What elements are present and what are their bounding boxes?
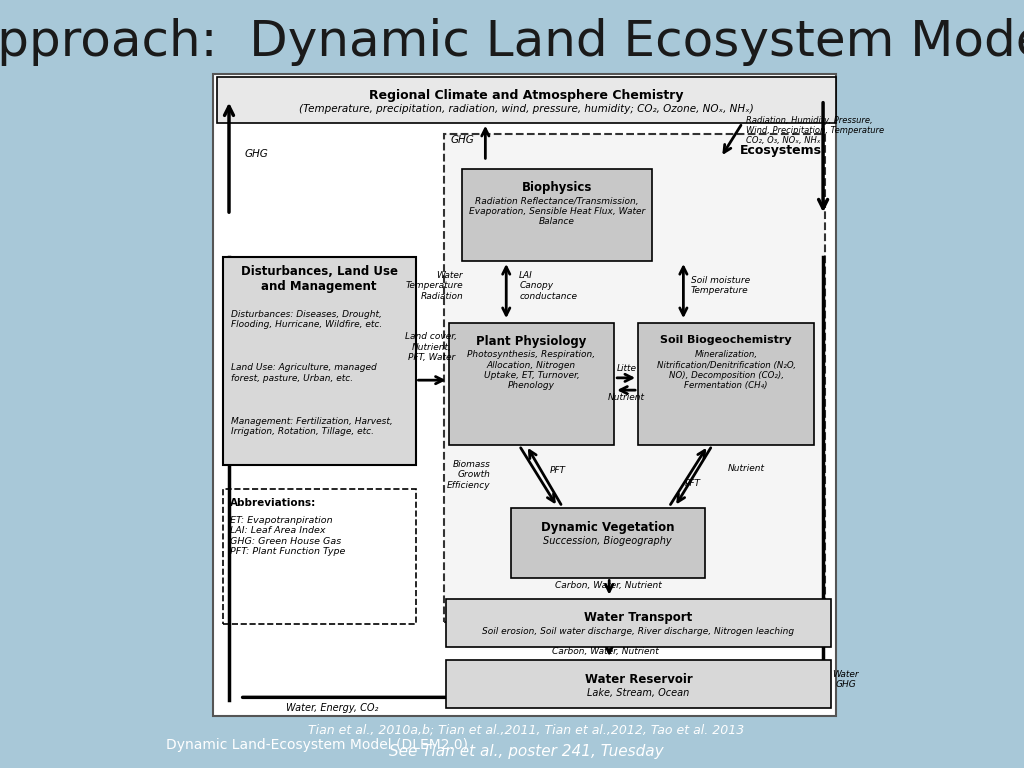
FancyBboxPatch shape xyxy=(449,323,614,445)
Text: GHG: GHG xyxy=(244,148,268,159)
Text: Land Use: Agriculture, managed
forest, pasture, Urban, etc.: Land Use: Agriculture, managed forest, p… xyxy=(231,363,377,382)
FancyBboxPatch shape xyxy=(213,74,836,716)
Text: Photosynthesis, Respiration,
Allocation, Nitrogen
Uptake, ET, Turnover,
Phenolog: Photosynthesis, Respiration, Allocation,… xyxy=(467,350,596,390)
Text: Water Reservoir: Water Reservoir xyxy=(585,673,692,686)
Text: LAI
Canopy
conductance: LAI Canopy conductance xyxy=(519,271,578,300)
FancyBboxPatch shape xyxy=(638,323,814,445)
Text: Regional Climate and Atmosphere Chemistry: Regional Climate and Atmosphere Chemistr… xyxy=(370,89,684,102)
Text: Radiation, Humidity, Pressure,
Wind, Precipitation, Temperature
CO₂, O₃, NOₓ, NH: Radiation, Humidity, Pressure, Wind, Pre… xyxy=(746,116,884,145)
Text: Carbon, Water, Nutrient: Carbon, Water, Nutrient xyxy=(555,581,662,591)
Text: Radiation Reflectance/Transmission,
Evaporation, Sensible Heat Flux, Water
Balan: Radiation Reflectance/Transmission, Evap… xyxy=(469,197,645,227)
Text: Succession, Biogeography: Succession, Biogeography xyxy=(544,536,672,546)
Text: Lake, Stream, Ocean: Lake, Stream, Ocean xyxy=(587,688,689,698)
Text: Land cover,
Nutrient,
PFT, Water: Land cover, Nutrient, PFT, Water xyxy=(406,333,458,362)
Text: Soil Biogeochemistry: Soil Biogeochemistry xyxy=(660,335,792,345)
Text: GHG: GHG xyxy=(451,134,474,145)
FancyBboxPatch shape xyxy=(445,660,831,708)
FancyBboxPatch shape xyxy=(222,489,416,624)
Text: See Tian et al., poster 241, Tuesday: See Tian et al., poster 241, Tuesday xyxy=(389,743,664,759)
FancyBboxPatch shape xyxy=(217,77,836,123)
Text: Biophysics: Biophysics xyxy=(522,181,592,194)
Text: (Temperature, precipitation, radiation, wind, pressure, humidity; CO₂, Ozone, NO: (Temperature, precipitation, radiation, … xyxy=(299,104,754,114)
FancyBboxPatch shape xyxy=(511,508,705,578)
Text: Water Transport: Water Transport xyxy=(585,611,692,624)
Text: Litte: Litte xyxy=(616,364,637,373)
Text: Disturbances: Diseases, Drought,
Flooding, Hurricane, Wildfire, etc.: Disturbances: Diseases, Drought, Floodin… xyxy=(231,310,382,329)
FancyBboxPatch shape xyxy=(222,257,416,465)
Text: Biomass
Growth
Efficiency: Biomass Growth Efficiency xyxy=(446,460,490,489)
Text: Ecosystems: Ecosystems xyxy=(739,144,821,157)
Text: PFT: PFT xyxy=(685,479,700,488)
FancyBboxPatch shape xyxy=(445,599,831,647)
Text: Soil moisture
Temperature: Soil moisture Temperature xyxy=(690,276,750,296)
Text: PFT: PFT xyxy=(550,465,566,475)
Text: Nutrient: Nutrient xyxy=(608,392,645,402)
Text: Water
GHG: Water GHG xyxy=(833,670,859,690)
Text: Water
Temperature
Radiation: Water Temperature Radiation xyxy=(406,271,463,300)
Text: Dynamic Vegetation: Dynamic Vegetation xyxy=(541,521,675,534)
Text: ET: Evapotranpiration
LAI: Leaf Area Index
GHG: Green House Gas
PFT: Plant Funct: ET: Evapotranpiration LAI: Leaf Area Ind… xyxy=(229,516,345,556)
FancyBboxPatch shape xyxy=(462,169,652,261)
Text: Disturbances, Land Use
and Management: Disturbances, Land Use and Management xyxy=(241,265,397,293)
Text: Nutrient: Nutrient xyxy=(728,464,765,473)
Text: Dynamic Land-Ecosystem Model (DLEM2.0): Dynamic Land-Ecosystem Model (DLEM2.0) xyxy=(166,738,468,752)
FancyBboxPatch shape xyxy=(443,134,825,622)
Text: Abbreviations:: Abbreviations: xyxy=(229,498,316,508)
Text: Tian et al., 2010a,b; Tian et al.,2011, Tian et al.,2012, Tao et al. 2013: Tian et al., 2010a,b; Tian et al.,2011, … xyxy=(308,723,744,736)
Text: Approach:  Dynamic Land Ecosystem Model: Approach: Dynamic Land Ecosystem Model xyxy=(0,18,1024,66)
Text: Mineralization,
Nitrification/Denitrification (N₂O,
NO), Decomposition (CO₂),
Fe: Mineralization, Nitrification/Denitrific… xyxy=(656,350,796,390)
Text: Water, Energy, CO₂: Water, Energy, CO₂ xyxy=(286,703,378,713)
Text: Soil erosion, Soil water discharge, River discharge, Nitrogen leaching: Soil erosion, Soil water discharge, Rive… xyxy=(482,627,795,636)
Text: Management: Fertilization, Harvest,
Irrigation, Rotation, Tillage, etc.: Management: Fertilization, Harvest, Irri… xyxy=(231,417,393,436)
Text: Plant Physiology: Plant Physiology xyxy=(476,335,587,348)
Text: Carbon, Water, Nutrient: Carbon, Water, Nutrient xyxy=(552,647,658,656)
